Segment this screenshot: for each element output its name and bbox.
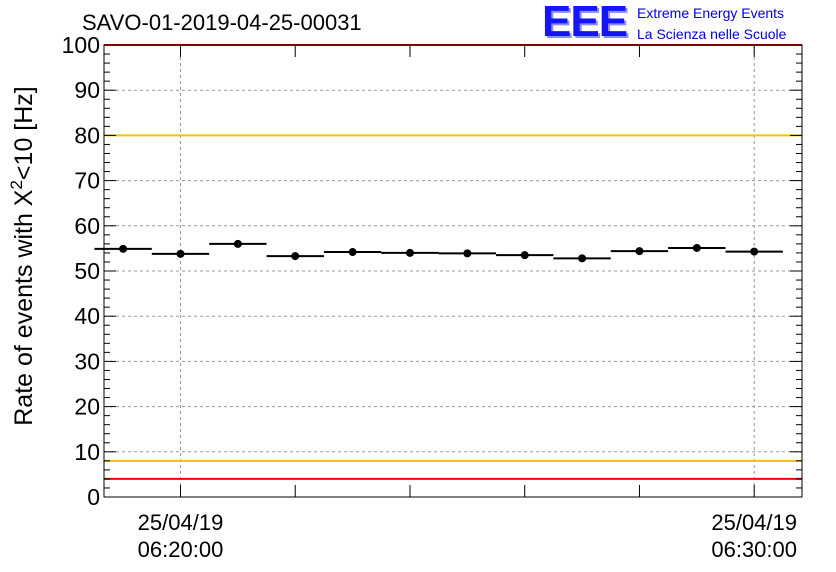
data-point bbox=[176, 249, 185, 258]
y-tick-label: 70 bbox=[74, 168, 100, 194]
y-tick-label: 20 bbox=[74, 394, 100, 420]
data-point bbox=[635, 247, 644, 256]
y-tick-label: 60 bbox=[74, 213, 100, 239]
y-tick-label: 0 bbox=[87, 484, 100, 510]
x-tick-label-time: 06:20:00 bbox=[138, 537, 224, 562]
data-point bbox=[750, 247, 759, 256]
logo-text-line2: La Scienza nelle Scuole bbox=[637, 26, 787, 42]
data-point bbox=[405, 248, 414, 257]
x-tick-label-time: 06:30:00 bbox=[711, 537, 797, 562]
logo-text-line1: Extreme Energy Events bbox=[637, 5, 785, 21]
y-tick-label: 80 bbox=[74, 122, 100, 148]
data-point bbox=[291, 252, 300, 261]
data-point bbox=[520, 251, 529, 260]
data-point bbox=[348, 248, 357, 257]
eee-logo: EEE bbox=[542, 0, 628, 46]
data-point bbox=[233, 239, 242, 248]
data-point bbox=[119, 244, 128, 253]
x-tick-label-date: 25/04/19 bbox=[711, 510, 797, 535]
y-tick-label: 90 bbox=[74, 77, 100, 103]
data-point bbox=[463, 249, 472, 258]
y-tick-label: 30 bbox=[74, 348, 100, 374]
y-tick-label: 40 bbox=[74, 303, 100, 329]
data-point bbox=[692, 243, 701, 252]
y-tick-label: 50 bbox=[74, 258, 100, 284]
data-point bbox=[578, 254, 587, 263]
x-tick-label-date: 25/04/19 bbox=[138, 510, 224, 535]
chart-title: SAVO-01-2019-04-25-00031 bbox=[82, 10, 362, 35]
y-tick-label: 10 bbox=[74, 439, 100, 465]
y-axis-label: Rate of events with X2<10 [Hz] bbox=[7, 86, 38, 426]
y-axis-label-text: Rate of events with X2<10 [Hz] bbox=[7, 86, 38, 426]
y-tick-label: 100 bbox=[62, 32, 100, 58]
